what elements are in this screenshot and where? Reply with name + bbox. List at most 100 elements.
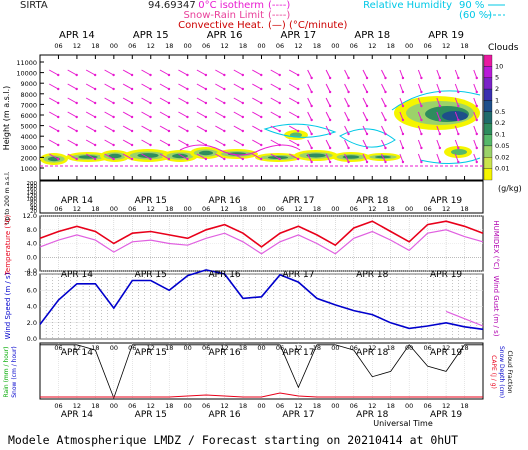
cloud-y-tick-low: 180 [27,184,38,190]
wind-arrow [215,139,225,146]
x-axis-label: Universal Time [373,419,433,428]
wind-arrow-head [438,146,442,150]
wind-arrow [399,83,404,93]
colorbar-swatch [483,134,493,147]
day-label: APR 18 [354,30,390,41]
wind-arrow [399,69,404,79]
wind-arrow [67,97,77,104]
wind-arrow-head [328,118,332,122]
wind-arrow [381,97,386,107]
wind-arrow-head [167,87,171,91]
wind-arrow [196,125,207,132]
hour-label: 06 [350,42,358,50]
wind-arrow-head [223,73,226,77]
wind-arrow-head [75,87,78,91]
wind-arrow-head [223,157,226,161]
wind-arrow-head [475,118,478,122]
wind-arrow [141,83,151,90]
hour-bottom: 00 [405,402,413,410]
wind-arrow-head [328,146,332,150]
wind-arrow-head [310,132,313,136]
wind-arrow [454,69,459,79]
hour-precip: 06 [423,344,431,352]
wind-arrow [85,125,96,132]
wind-arrow-head [296,157,300,161]
wind-arrow [307,139,313,149]
wind-arrow-head [260,115,263,119]
wind-arrow [325,83,331,93]
legend-left-label-2: Convective Heat. [178,20,264,31]
rain-y-label: Rain (mm / hour) [3,346,10,397]
legend-left-label-0: 0°C isotherm [198,0,264,11]
wind-arrow [417,97,422,107]
wind-arrow [252,83,262,90]
wind-arrow [178,153,188,160]
wind-arrow-head [401,132,405,136]
wind-arrow [344,153,350,163]
cloud-y-tick-low: 200 [27,181,38,187]
cloud-layer [306,153,326,158]
colorbar-level: 10 [495,62,503,70]
hour-label: 06 [202,42,210,50]
wind-arrow [473,83,478,93]
hour-label: 18 [91,205,99,213]
wind-arrow [159,69,170,76]
wind-arrow [159,97,170,104]
wind-arrow [270,83,280,90]
hour-bottom: 06 [350,402,358,410]
wind-arrow [178,111,188,118]
wind-arrow [122,97,133,104]
hour-label: 06 [276,42,284,50]
wind-arrow-head [365,160,369,164]
hour-bottom: 18 [387,402,395,410]
wind-arrow-head [384,90,387,94]
wind-arrow-head [112,73,115,77]
wind-arrow-head [278,115,281,119]
wind-arrow-head [167,143,171,147]
cloud-low-right [451,149,467,155]
legend-left-sample-2: (—) (°C/minute) [268,20,348,31]
wind-arrow-head [93,129,97,133]
wind-arrow [417,111,422,121]
hour-precip: 06 [350,344,358,352]
wind-arrow [381,111,386,121]
day-label: APR 14 [61,196,93,206]
wind-arrow [67,139,77,146]
site-name: SIRTA [20,0,48,11]
wind-arrow [417,83,422,93]
isotherm-contour [179,144,301,156]
wind-arrow [454,139,459,149]
wind-arrow [399,153,404,163]
hour-label: 06 [54,42,62,50]
wind-arrow-head [310,76,313,80]
wind-arrow-head [401,104,405,108]
wind-arrow-head [186,115,189,119]
day-bottom: APR 15 [135,410,167,420]
wind-arrow-head [296,101,300,105]
cloud-y-tick: 6000 [20,112,37,120]
colorbar-swatch [483,88,493,101]
day-label: APR 17 [282,196,314,206]
wind-arrow-head [278,157,281,161]
wind-arrow-head [241,157,245,161]
wind-arrow [473,69,478,79]
wind-arrow-head [57,87,60,91]
rh-contour [339,128,396,148]
wind-arrow [436,111,441,121]
legend-right-label: Relative Humidity [363,0,452,11]
hour-precip: 06 [128,344,136,352]
wind-arrow-head [310,118,313,122]
wind-arrow-head [328,132,332,136]
wind-arrow-head [75,73,78,77]
wind-arrow [122,125,133,132]
hour-label: 18 [91,42,99,50]
wind-arrow [307,97,313,107]
wind-arrow [104,97,114,104]
wind-arrow [141,97,151,104]
wind-arrow [325,153,331,163]
wind-arrow-head [186,87,189,91]
wind-arrow-head [130,129,134,133]
snowdepth-y-label: Snow Depth (cm) [498,346,505,398]
wind-speed-line [39,269,484,331]
hour-label: 00 [405,205,413,213]
